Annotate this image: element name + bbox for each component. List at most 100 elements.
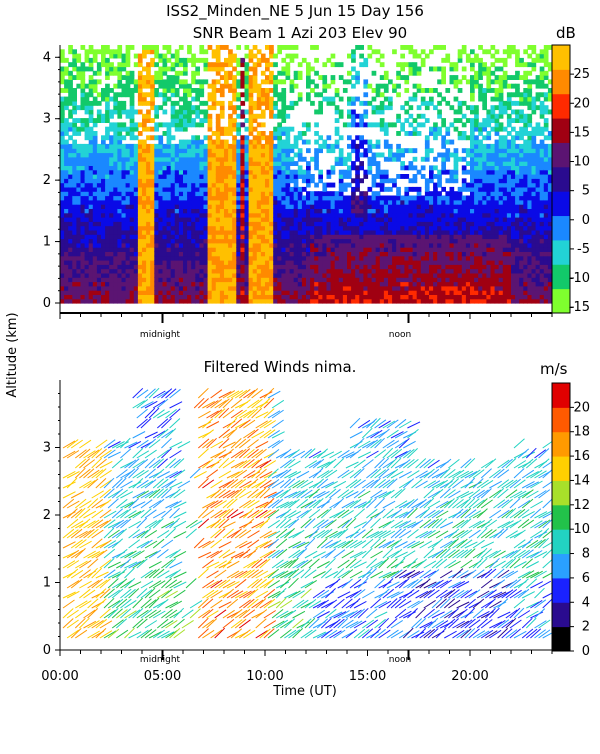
snr-cell [461, 113, 467, 119]
snr-cell [318, 208, 323, 214]
snr-cell [105, 225, 110, 231]
snr-cell [318, 242, 323, 248]
snr-cell [392, 272, 397, 278]
snr-cell [240, 298, 246, 304]
snr-cell [224, 126, 229, 132]
snr-cell [88, 212, 94, 218]
snr-cell [101, 234, 106, 240]
snr-cell [465, 277, 471, 283]
snr-cell [482, 100, 487, 106]
snr-cell [121, 229, 127, 235]
snr-cell [80, 242, 86, 248]
snr-cell [461, 135, 467, 141]
snr-cell [371, 281, 377, 287]
snr-cell [269, 49, 274, 55]
snr-cell [162, 255, 168, 261]
snr-cell [72, 260, 77, 265]
snr-cell [174, 234, 180, 240]
snr-cell [146, 277, 151, 283]
snr-cell [285, 221, 291, 227]
snr-cell [121, 105, 127, 111]
snr-cell [183, 234, 188, 240]
snr-cell [105, 199, 110, 205]
snr-cell [96, 272, 102, 278]
snr-cell [260, 251, 266, 257]
snr-cell [486, 294, 492, 300]
snr-cell [252, 62, 258, 68]
snr-cell [68, 294, 73, 300]
snr-cell [314, 212, 319, 218]
snr-cell [129, 298, 135, 304]
snr-cell [113, 152, 118, 158]
snr-cell [84, 199, 90, 205]
snr-cell [232, 217, 237, 222]
snr-cell [416, 242, 422, 248]
snr-cell [191, 264, 196, 270]
snr-cell [137, 264, 143, 270]
snr-cell [408, 49, 414, 55]
snr-cell [424, 191, 430, 197]
snr-cell [314, 294, 319, 300]
snr-cell [142, 290, 147, 295]
snr-cell [351, 294, 356, 300]
snr-cell [396, 186, 401, 192]
snr-cell [482, 156, 487, 162]
snr-cell [256, 105, 262, 111]
snr-cell [474, 143, 479, 149]
snr-cell [437, 229, 442, 235]
snr-cell [117, 100, 123, 106]
snr-cell [400, 208, 405, 214]
snr-cell [68, 96, 73, 102]
snr-cell [265, 45, 270, 50]
snr-cell [375, 139, 381, 145]
snr-cell [306, 148, 311, 154]
snr-cell [137, 290, 143, 295]
snr-cell [92, 285, 98, 291]
snr-cell [133, 251, 139, 257]
snr-cell [498, 277, 504, 283]
snr-cell [445, 281, 451, 287]
snr-cell [96, 79, 102, 85]
snr-cell [60, 169, 65, 175]
snr-cell [420, 195, 426, 201]
snr-cell [219, 109, 225, 115]
snr-cell [408, 255, 414, 261]
snr-cell [215, 53, 221, 59]
snr-cell [137, 285, 143, 291]
snr-cell [121, 234, 127, 240]
snr-cell [273, 75, 278, 80]
snr-cell [474, 195, 479, 201]
snr-cell [191, 105, 196, 111]
snr-cell [322, 277, 328, 283]
snr-cell [470, 178, 475, 184]
snr-cell [404, 238, 410, 244]
snr-cell [240, 264, 246, 270]
snr-cell [494, 152, 500, 158]
snr-cell [359, 45, 364, 50]
snr-cell [265, 277, 270, 283]
snr-cell [68, 148, 73, 154]
snr-cell [293, 139, 299, 145]
snr-cell [408, 217, 414, 222]
snr-cell [105, 285, 110, 291]
snr-cell [154, 62, 159, 68]
snr-cell [273, 221, 278, 227]
snr-cell [256, 234, 262, 240]
snr-cell [203, 195, 209, 201]
snr-cell [388, 212, 393, 218]
snr-cell [183, 70, 188, 76]
snr-cell [383, 208, 389, 214]
snr-cell [285, 229, 291, 235]
snr-cell [367, 148, 373, 154]
snr-cell [96, 169, 102, 175]
snr-cell [420, 225, 426, 231]
snr-cell [465, 195, 471, 201]
snr-cell [470, 105, 475, 111]
snr-cell [142, 191, 147, 197]
snr-cell [109, 290, 114, 295]
snr-cell [244, 161, 250, 166]
snr-cell [355, 178, 360, 184]
snr-cell [441, 234, 446, 240]
snr-cell [474, 204, 479, 209]
snr-cell [162, 186, 168, 192]
